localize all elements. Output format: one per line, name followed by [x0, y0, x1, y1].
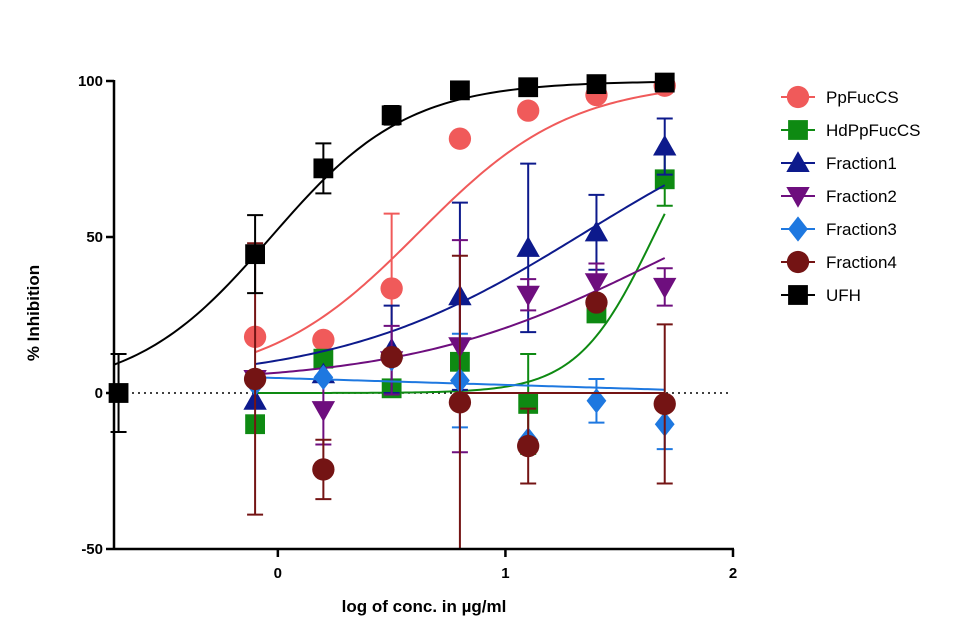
- legend-label: UFH: [826, 286, 861, 305]
- data-point: [653, 134, 677, 156]
- data-point: [516, 285, 540, 307]
- legend-item-hdppfuccs: HdPpFucCS: [781, 120, 920, 140]
- data-point: [585, 291, 608, 314]
- data-point: [381, 105, 402, 126]
- y-tick-label: 0: [95, 385, 103, 402]
- data-point: [448, 391, 472, 414]
- legend-label: PpFucCS: [826, 88, 899, 107]
- data-point: [518, 77, 539, 98]
- data-point: [243, 367, 267, 391]
- legend-marker: [786, 187, 810, 208]
- data-point: [653, 277, 677, 299]
- data-point: [311, 401, 336, 422]
- data-point: [380, 277, 403, 300]
- data-point: [517, 99, 540, 122]
- x-axis-title: log of conc. in µg/ml: [342, 597, 507, 616]
- legend-item-ufh: UFH: [781, 285, 861, 305]
- legend-label: Fraction4: [826, 253, 897, 272]
- legend-item-fraction3: Fraction3: [781, 216, 897, 242]
- legend-item-fraction4: Fraction4: [781, 250, 897, 274]
- data-point: [312, 458, 335, 481]
- series-ppfuccs: [243, 74, 676, 365]
- data-point: [517, 434, 540, 458]
- legend-marker: [786, 151, 810, 172]
- legend-marker: [786, 250, 810, 274]
- data-point: [448, 127, 472, 150]
- data-point: [586, 74, 607, 95]
- data-point: [584, 273, 609, 294]
- data-point: [586, 388, 607, 414]
- plot-area: [108, 72, 728, 550]
- legend-item-fraction1: Fraction1: [781, 151, 897, 173]
- data-point: [516, 236, 540, 257]
- series-fraction4: [243, 242, 676, 550]
- data-point: [653, 392, 676, 416]
- legend-marker: [786, 85, 810, 109]
- legend-item-ppfuccs: PpFucCS: [781, 85, 899, 109]
- y-tick-label: -50: [81, 541, 103, 558]
- x-tick-label: 1: [501, 565, 509, 582]
- legend-label: HdPpFucCS: [826, 121, 920, 140]
- legend-label: Fraction3: [826, 220, 897, 239]
- legend: PpFucCS HdPpFucCS Fraction1 Fraction2 Fracti…: [781, 85, 920, 305]
- data-point: [313, 364, 334, 390]
- fit-curve-ufh: [113, 80, 665, 366]
- legend-label: Fraction2: [826, 187, 897, 206]
- data-point: [313, 348, 334, 369]
- legend-marker: [788, 216, 808, 242]
- data-point: [380, 345, 403, 369]
- axes: -50 0 50 100 0 1 2: [78, 73, 737, 582]
- data-point: [312, 328, 335, 352]
- series-ufh: [108, 72, 675, 433]
- x-tick-label: 0: [274, 565, 282, 582]
- y-tick-label: 50: [86, 229, 103, 246]
- legend-label: Fraction1: [826, 154, 897, 173]
- legend-marker: [788, 285, 808, 305]
- legend-item-fraction2: Fraction2: [781, 187, 897, 208]
- fit-curve-ppfuccs: [254, 91, 665, 354]
- data-point: [450, 80, 470, 101]
- y-axis-title: % Inhibition: [24, 265, 43, 361]
- data-point: [313, 158, 334, 179]
- y-tick-label: 100: [78, 73, 103, 90]
- data-point: [245, 244, 265, 265]
- x-tick-label: 2: [729, 565, 737, 582]
- data-point: [654, 72, 675, 93]
- data-point: [584, 220, 609, 242]
- legend-marker: [788, 120, 808, 140]
